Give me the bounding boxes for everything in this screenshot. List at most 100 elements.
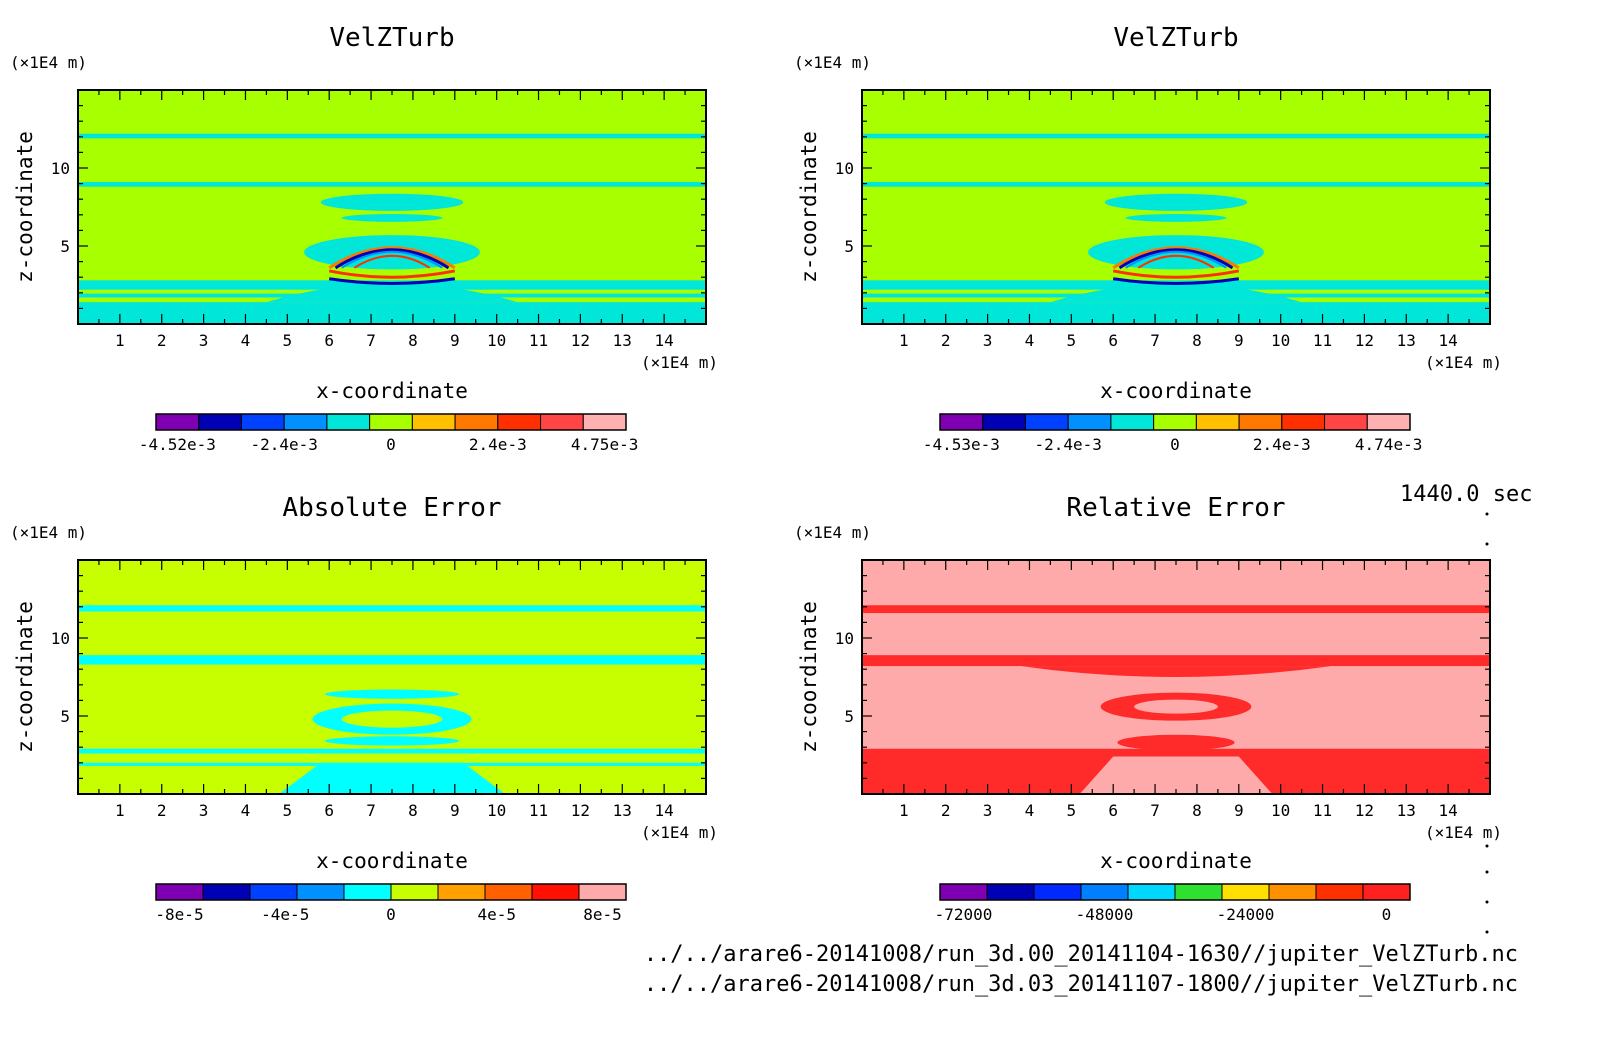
colorbar-swatch — [1366, 413, 1411, 431]
wave-arc-low — [328, 269, 456, 279]
colorbar-frame — [155, 883, 627, 901]
colorbar-swatch — [240, 413, 285, 431]
margin-dot — [1485, 512, 1489, 516]
x-tick-label: 6 — [1108, 801, 1118, 820]
x-tick-label: 9 — [1234, 801, 1244, 820]
x-tick-label: 11 — [529, 331, 548, 350]
x-axis-label: x-coordinate — [1100, 849, 1252, 873]
y-axis-label: z-coordinate — [797, 131, 821, 283]
x-tick-label: 10 — [487, 331, 506, 350]
chart-title: Relative Error — [1066, 493, 1285, 523]
margin-dot — [1485, 930, 1489, 934]
x-axis-label: x-coordinate — [316, 379, 468, 403]
colorbar-swatch — [155, 883, 204, 901]
x-tick-label: 2 — [157, 801, 167, 820]
colorbar: -4.52e-3 -2.4e-3 0 2.4e-3 4.75e-3 — [139, 413, 638, 454]
colorbar-swatch — [454, 413, 499, 431]
colorbar-swatch — [1080, 883, 1129, 901]
y-tick-label: 10 — [51, 159, 70, 178]
x-tick-label: 12 — [1355, 331, 1374, 350]
x-tick-label: 13 — [1397, 801, 1416, 820]
x-tick-label: 6 — [324, 331, 334, 350]
y-tick-label: 10 — [835, 159, 854, 178]
margin-dot — [1485, 844, 1489, 848]
x-tick-label: 2 — [941, 801, 951, 820]
plot-field — [78, 90, 706, 324]
colorbar-swatch — [1324, 413, 1368, 431]
x-tick-label: 1 — [899, 801, 909, 820]
colorbar-swatch — [497, 413, 542, 431]
x-unit-label: (×1E4 m) — [641, 823, 718, 842]
bottom-dome — [1050, 283, 1302, 303]
colorbar-swatch — [531, 883, 580, 901]
x-tick-label: 2 — [941, 331, 951, 350]
x-tick-label: 8 — [1192, 331, 1202, 350]
plot-field — [862, 90, 1490, 324]
x-tick-label: 1 — [899, 331, 909, 350]
time-label: 1440.0 sec — [1400, 482, 1533, 507]
colorbar-tick-label: 4.74e-3 — [1355, 435, 1422, 454]
y-unit-label: (×1E4 m) — [10, 523, 87, 542]
colorbar-swatch — [411, 413, 456, 431]
y-tick-label: 10 — [835, 629, 854, 648]
band-9 — [78, 655, 706, 665]
x-axis-label: x-coordinate — [1100, 379, 1252, 403]
x-tick-label: 4 — [1025, 331, 1035, 350]
colorbar-swatch — [198, 413, 242, 431]
wave-arc — [1112, 246, 1240, 270]
x-tick-label: 6 — [324, 801, 334, 820]
colorbar-swatch — [939, 883, 988, 901]
margin-dot — [1485, 870, 1489, 874]
colorbar-swatch — [437, 883, 486, 901]
x-tick-label: 4 — [1025, 801, 1035, 820]
x-tick-label: 13 — [613, 801, 632, 820]
colorbar-swatch — [1238, 413, 1283, 431]
colorbar: -72000 -48000 -24000 0 — [935, 883, 1411, 924]
colorbar-swatch — [582, 413, 627, 431]
y-tick-label: 5 — [844, 707, 854, 726]
x-tick-label: 13 — [613, 331, 632, 350]
colorbar-swatch — [1221, 883, 1270, 901]
y-unit-label: (×1E4 m) — [10, 53, 87, 72]
colorbar-swatch — [1067, 413, 1112, 431]
error-blob-hole — [1134, 699, 1218, 714]
x-tick-label: 2 — [157, 331, 167, 350]
colorbar-swatch — [249, 883, 298, 901]
plot-field — [78, 560, 706, 794]
colorbar-swatch — [326, 413, 371, 431]
colorbar-swatch — [1127, 883, 1176, 901]
y-tick-label: 5 — [844, 237, 854, 256]
x-tick-label: 9 — [450, 331, 460, 350]
colorbar-tick-label: -4.52e-3 — [139, 435, 216, 454]
bottom-region — [862, 748, 1490, 794]
x-tick-label: 11 — [1313, 801, 1332, 820]
colorbar: -8e-5 -4e-5 0 4e-5 8e-5 — [155, 883, 627, 924]
colorbar-tick-label: 2.4e-3 — [1253, 435, 1311, 454]
x-tick-label: 5 — [283, 801, 293, 820]
chart-title: VelZTurb — [329, 23, 454, 53]
y-tick-label: 5 — [60, 707, 70, 726]
colorbar-swatch — [1362, 883, 1411, 901]
colorbar-tick-label: -4.53e-3 — [923, 435, 1000, 454]
y-axis-label: z-coordinate — [13, 131, 37, 283]
band-3 — [78, 748, 706, 754]
colorbar-tick-label: 0 — [386, 435, 396, 454]
colorbar-tick-label: -48000 — [1076, 905, 1134, 924]
colorbar-tick-label: -24000 — [1217, 905, 1275, 924]
wave-arc — [334, 248, 450, 270]
colorbar-tick-label: 0 — [1382, 905, 1392, 924]
x-tick-label: 14 — [1439, 801, 1458, 820]
x-tick-label: 3 — [199, 331, 209, 350]
upper-blob — [1104, 193, 1248, 211]
x-tick-label: 11 — [1313, 331, 1332, 350]
bottom-layer — [78, 302, 706, 324]
y-axis-label: z-coordinate — [13, 601, 37, 753]
chart-title: VelZTurb — [1113, 23, 1238, 53]
colorbar-swatch — [390, 883, 439, 901]
y-axis-label: z-coordinate — [797, 601, 821, 753]
file-path-2: ../../arare6-20141008/run_3d.03_20141107… — [643, 972, 1518, 997]
error-blob-low — [1117, 734, 1235, 751]
colorbar-swatch — [1195, 413, 1240, 431]
